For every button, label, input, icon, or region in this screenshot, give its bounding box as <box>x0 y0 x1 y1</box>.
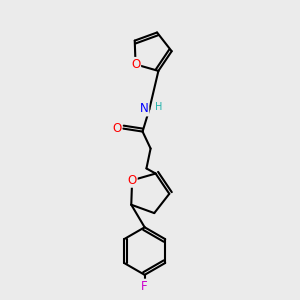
Text: F: F <box>141 280 148 292</box>
Text: O: O <box>128 174 137 187</box>
Text: O: O <box>131 58 140 71</box>
Text: H: H <box>154 103 162 112</box>
Text: N: N <box>140 103 148 116</box>
Text: O: O <box>112 122 121 135</box>
